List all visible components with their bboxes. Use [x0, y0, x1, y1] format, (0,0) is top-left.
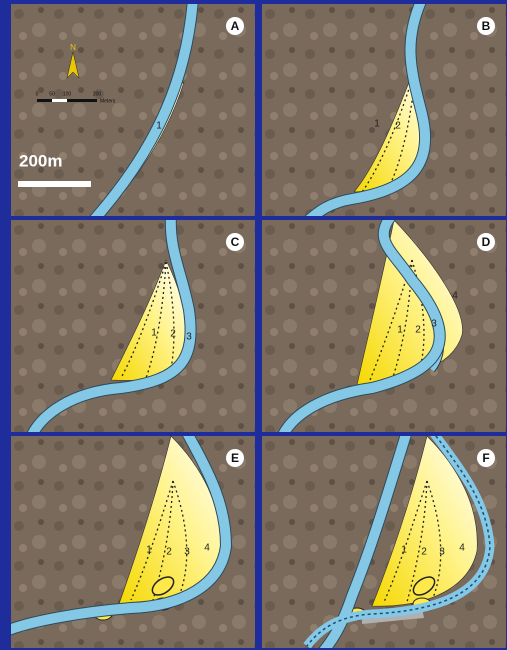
panel-label: D: [482, 235, 491, 249]
map-panel: 1A: [11, 0, 255, 221]
stage-number: 1: [397, 325, 403, 336]
map-scale-tick: 100: [63, 91, 72, 97]
stage-number: 2: [421, 547, 427, 558]
panel-label: A: [231, 19, 240, 33]
stage-number: 1: [156, 121, 162, 132]
map-scale-tick: 50: [49, 91, 55, 97]
panel-label: F: [482, 451, 489, 465]
stage-number: 3: [439, 547, 445, 558]
scale-bar: [18, 181, 91, 187]
stage-number: 4: [459, 543, 465, 554]
stage-number: 2: [170, 329, 176, 340]
stage-number: 1: [146, 545, 152, 556]
stage-number: 4: [204, 543, 210, 554]
stage-number: 2: [395, 121, 401, 132]
stage-number: 4: [452, 291, 458, 302]
scale-bar-small: [52, 99, 67, 102]
stage-number: 2: [415, 325, 421, 336]
map-panel: 1 2 3 4 F: [262, 431, 506, 650]
panel-label: B: [482, 19, 491, 33]
north-label: N: [70, 43, 76, 52]
stage-number: 3: [186, 332, 192, 343]
stage-number: 2: [166, 547, 172, 558]
stage-number: 3: [431, 319, 437, 330]
map-scale-tick: 0: [36, 91, 39, 97]
satellite-image: [11, 220, 255, 432]
panel-label: C: [231, 235, 240, 249]
map-panel: 1 23 4 D: [262, 215, 506, 437]
map-panel: 1 2 3 4 E: [6, 431, 255, 648]
figure: 1A12B123C1234D1234E1234FN050100200Meters…: [0, 0, 507, 650]
panel-label: E: [231, 451, 239, 465]
stage-number: 1: [374, 119, 380, 130]
scale-label: 200m: [19, 151, 62, 170]
map-scale-unit: Meters: [100, 98, 116, 104]
stage-number: 1: [401, 545, 407, 556]
map-scale-tick: 200: [93, 91, 102, 97]
map-panel: 1 2 B: [262, 0, 506, 221]
stage-number: 3: [184, 547, 190, 558]
stage-number: 1: [151, 328, 157, 339]
